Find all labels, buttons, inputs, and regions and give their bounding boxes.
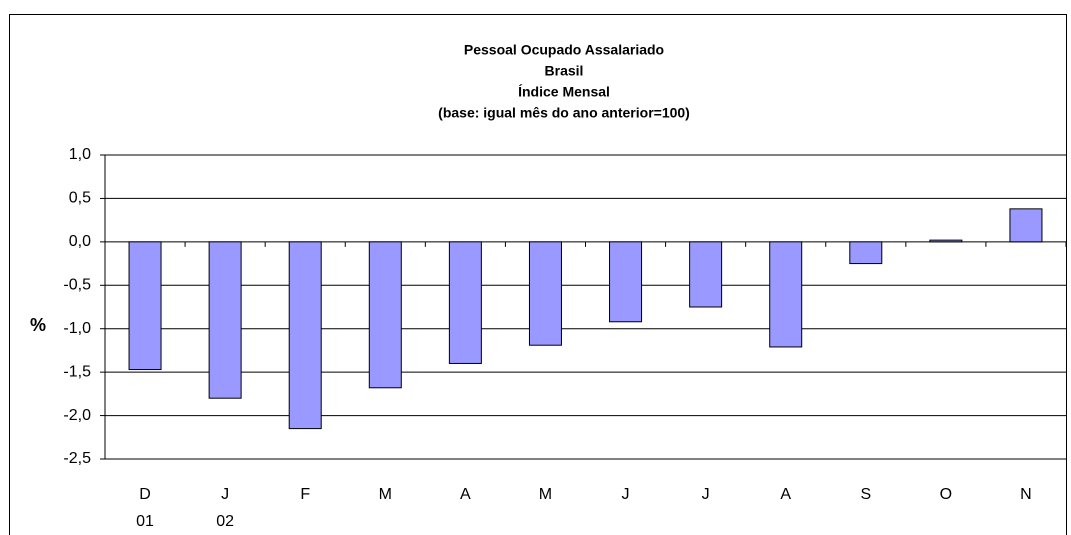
bar xyxy=(368,241,402,389)
y-tick-label: -1,5 xyxy=(63,363,91,380)
bar xyxy=(448,241,482,364)
y-tick-label: 1,0 xyxy=(69,146,91,163)
x-tick-label: D xyxy=(139,486,151,503)
bar xyxy=(1009,208,1043,243)
x-tick-label: N xyxy=(1020,486,1032,503)
x-tick-label: J xyxy=(622,486,630,503)
bar xyxy=(609,241,643,323)
x-tick-label: M xyxy=(539,486,552,503)
x-tick-label: J xyxy=(221,486,229,503)
y-tick-label: 0,0 xyxy=(69,233,91,250)
y-tick-label: -2,0 xyxy=(63,407,91,424)
bar xyxy=(849,241,883,265)
bar xyxy=(769,241,803,348)
chart-border xyxy=(9,14,1067,535)
chart-title: Brasil xyxy=(545,63,584,79)
y-tick-label: 0,5 xyxy=(69,190,91,207)
bar xyxy=(528,241,562,346)
x-tick-label: J xyxy=(702,486,710,503)
x-tick-label: S xyxy=(860,486,871,503)
chart-title: (base: igual mês do ano anterior=100) xyxy=(438,105,690,121)
chart-title: Pessoal Ocupado Assalariado xyxy=(464,42,664,58)
x-tick-year: 02 xyxy=(216,513,234,530)
y-tick-label: -0,5 xyxy=(63,277,91,294)
bar xyxy=(128,241,162,371)
y-axis-label: % xyxy=(30,315,46,335)
x-tick-label: F xyxy=(300,486,310,503)
y-tick-label: -1,0 xyxy=(63,320,91,337)
y-tick-label: -2,5 xyxy=(63,450,91,467)
x-tick-label: O xyxy=(940,486,952,503)
bar xyxy=(929,239,963,243)
chart-title: Índice Mensal xyxy=(518,84,610,100)
bar xyxy=(288,241,322,430)
x-tick-label: A xyxy=(460,486,471,503)
x-tick-label: A xyxy=(780,486,791,503)
x-tick-year: 01 xyxy=(136,513,154,530)
bar xyxy=(689,241,723,308)
bar xyxy=(208,241,242,399)
x-tick-label: M xyxy=(379,486,392,503)
